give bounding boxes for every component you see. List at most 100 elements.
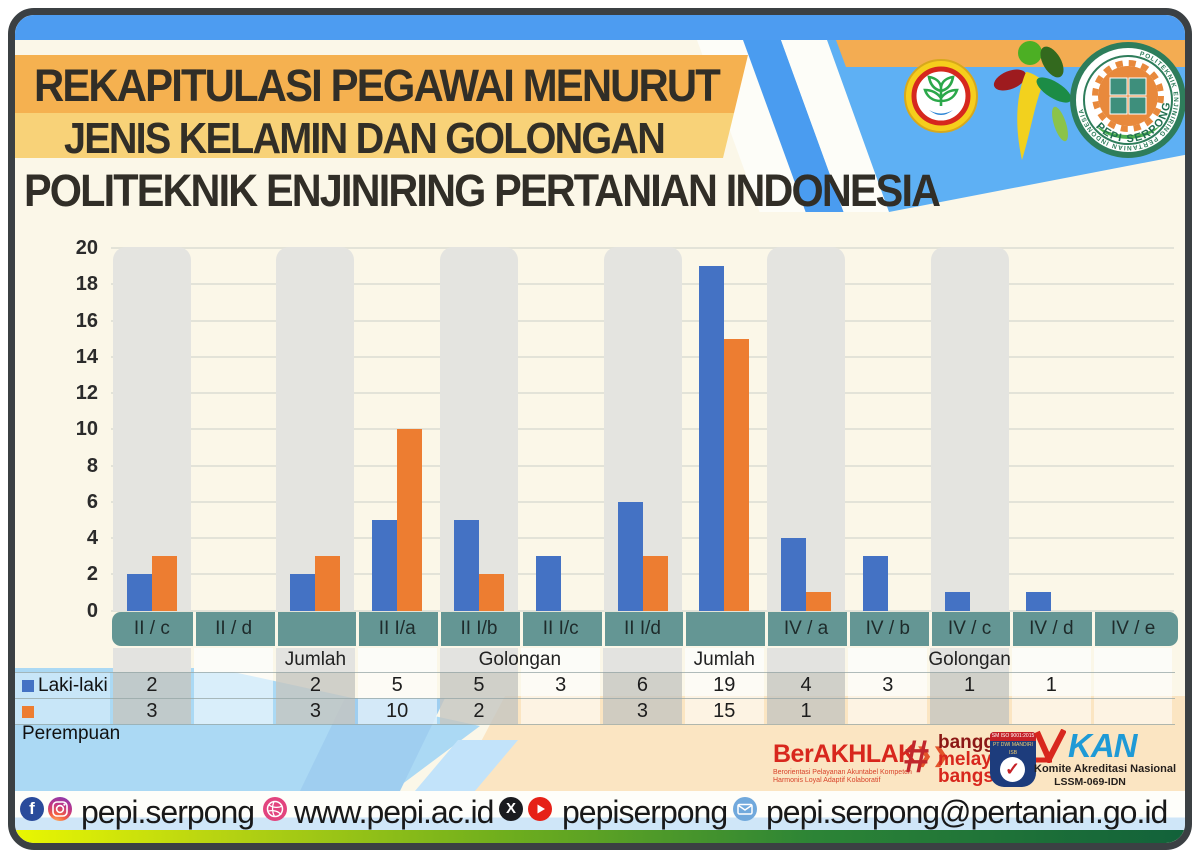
berakhlak-chevron-icon: ❯❯ (915, 745, 950, 767)
table-cell: 3 (276, 698, 355, 724)
iso-badge-top-text: SM ISO 9001:2015 (990, 732, 1036, 741)
category-label: IV / e (1110, 618, 1156, 639)
table-cell: 1 (1011, 672, 1091, 698)
facebook-icon[interactable]: f (20, 797, 44, 821)
green-gradient-stripe (15, 830, 1185, 843)
bar-laki-laki (290, 574, 316, 611)
y-tick-label: 14 (75, 345, 98, 368)
table-cell: 6 (603, 672, 682, 698)
table-row-border (15, 672, 1175, 673)
iso-9001-badge: SM ISO 9001:2015 PT DWI MANDIRI ISB ✓ (990, 732, 1036, 787)
y-tick-label: 20 (75, 237, 98, 259)
table-cell: 2 (276, 672, 355, 698)
table-cell: 5 (357, 672, 437, 698)
table-cell (848, 698, 928, 724)
website-url[interactable]: www.pepi.ac.id (294, 794, 494, 830)
group-header-label: Jumlah (284, 649, 347, 670)
top-blue-strip (15, 15, 1185, 40)
iso-badge-check-icon: ✓ (1000, 757, 1025, 782)
table-cell (1011, 698, 1091, 724)
page-title-line1: REKAPITULASI PEGAWAI MENURUT (34, 60, 721, 111)
person-leaf-logo (986, 38, 1076, 163)
kan-line1: Komite Akreditasi Nasional (1034, 763, 1177, 775)
youtube-icon[interactable] (528, 797, 552, 821)
table-row-border (15, 724, 1175, 725)
bangga-hash-icon: # (903, 730, 929, 782)
title-band-2 (15, 113, 734, 158)
y-tick-label: 6 (86, 490, 98, 513)
bar-laki-laki (372, 519, 398, 611)
table-cell: 3 (848, 672, 928, 698)
bar-laki-laki (453, 519, 479, 611)
table-cell (521, 698, 601, 724)
table-row-border (15, 698, 1175, 699)
group-header-cell (112, 648, 192, 672)
bar-laki-laki (944, 592, 970, 611)
x-yt-handle[interactable]: pepiserpong (562, 794, 728, 830)
category-separator (192, 612, 196, 646)
y-tick-label: 12 (75, 382, 98, 404)
group-header-cell (684, 648, 764, 672)
bar-laki-laki (1026, 592, 1052, 611)
table-cell: 5 (439, 672, 519, 698)
bar-laki-laki (699, 266, 725, 611)
page-title-line3: POLITEKNIK ENJINIRING PERTANIAN INDONESI… (24, 165, 941, 216)
table-cell (1093, 698, 1173, 724)
y-tick-label: 10 (75, 418, 98, 441)
group-header-cell (603, 648, 682, 672)
table-cell: 19 (684, 672, 764, 698)
berakhlak-tagline2: Harmonis Loyal Adaptif Kolaboratif (773, 777, 881, 784)
pepi-serpong-seal: POLITEKNIK ENJINIRING PERTANIAN INDONESI… (1070, 42, 1185, 158)
kan-check-icon (1034, 729, 1066, 763)
category-label: II / c (133, 618, 170, 639)
website-ball-icon[interactable] (263, 797, 287, 821)
bar-perempuan (806, 592, 832, 611)
group-header-cell (930, 648, 1009, 672)
kementan-logo (903, 53, 979, 143)
bar-perempuan (397, 429, 423, 611)
social-bar (15, 791, 1185, 830)
bangga-line3: bangsa (938, 766, 1005, 787)
x-twitter-icon[interactable]: X (499, 797, 523, 821)
category-separator (1092, 612, 1096, 646)
column-shade (276, 247, 355, 611)
table-cell (1093, 672, 1173, 698)
table-cell: 2 (439, 698, 519, 724)
category-separator (846, 612, 850, 646)
berakhlak-logo: BerAKHLAK❯❯ Berorientasi Pelayanan Akunt… (773, 740, 949, 785)
fb-ig-handle[interactable]: pepi.serpong (81, 794, 255, 830)
y-tick-label: 8 (86, 454, 98, 477)
group-header-cell (521, 648, 601, 672)
column-shade (112, 247, 191, 611)
grid-line (111, 609, 1174, 612)
group-header-cell (357, 648, 437, 672)
category-separator (519, 612, 523, 646)
bar-laki-laki (617, 501, 643, 611)
email-address[interactable]: pepi.serpong@pertanian.go.id (766, 794, 1168, 830)
category-separator (928, 612, 932, 646)
column-shade (603, 247, 682, 611)
table-cell (194, 698, 274, 724)
bar-chart: 0 2 4 6 8 10 12 14 16 18 20 II / c II / d II I/a II I/… (15, 15, 1185, 843)
column-shade (767, 247, 846, 611)
group-header-cell (848, 648, 928, 672)
group-header-cell (1011, 648, 1091, 672)
kan-line2: LSSM-069-IDN (1054, 776, 1126, 788)
table-cell: 3 (112, 698, 192, 724)
group-header-cell (766, 648, 846, 672)
category-label: IV / c (947, 618, 992, 639)
table-cell: 15 (684, 698, 764, 724)
berakhlak-tagline1: Berorientasi Pelayanan Akuntabel Kompete… (773, 769, 912, 776)
category-label: IV / d (1029, 618, 1074, 639)
legend-label: Laki-laki (22, 675, 108, 697)
category-label: II I/b (460, 618, 498, 639)
email-icon[interactable] (733, 797, 757, 821)
bar-perempuan (151, 556, 177, 611)
group-header-cell (439, 648, 519, 672)
table-cell: 4 (766, 672, 846, 698)
legend-swatch-icon (22, 706, 34, 718)
instagram-icon[interactable] (48, 797, 72, 821)
group-header-label: Jumlah (693, 649, 755, 670)
bangga-line1: bangga (938, 732, 1006, 753)
